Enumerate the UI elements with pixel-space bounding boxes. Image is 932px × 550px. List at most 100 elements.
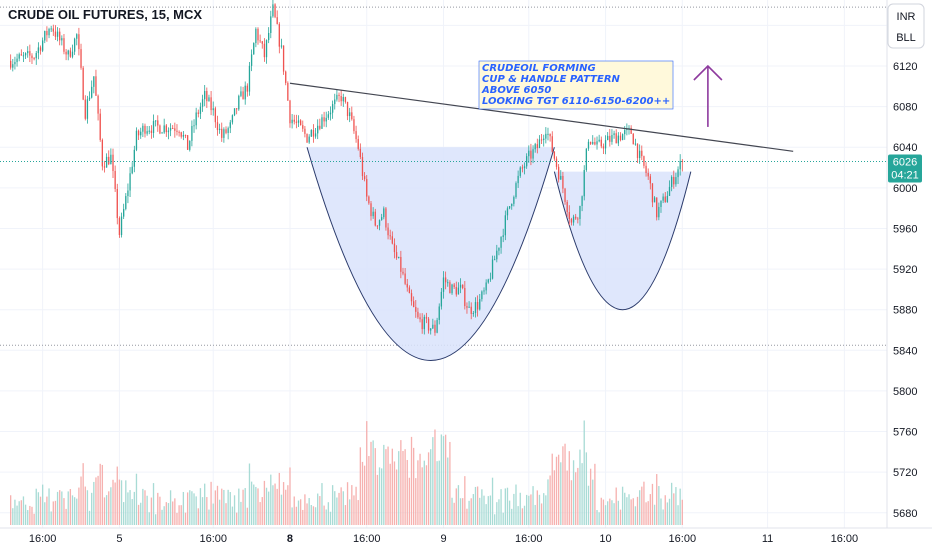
candle-body (462, 284, 464, 289)
unit-label[interactable]: BLL (896, 32, 916, 44)
candle-body (191, 125, 193, 141)
candle-body (272, 4, 274, 17)
candle-body (50, 28, 52, 30)
candle-body (125, 196, 127, 209)
candle-body (351, 112, 353, 120)
volume-bar (336, 497, 338, 525)
volume-bar (314, 507, 317, 525)
candle-body (267, 32, 270, 41)
candle-body (656, 197, 658, 218)
volume-bar (88, 510, 91, 525)
candle-body (329, 112, 332, 115)
volume-bar (359, 447, 362, 525)
candle-body (35, 53, 37, 59)
candle-body (157, 120, 159, 126)
currency-unit-frame[interactable] (887, 3, 925, 49)
volume-bar (84, 486, 86, 525)
candle-body (293, 119, 295, 122)
volume-bar (195, 496, 197, 525)
candle-body (27, 51, 29, 54)
volume-bar (231, 506, 234, 525)
volume-bar (272, 485, 274, 525)
volume-bar (543, 493, 545, 525)
volume-bar (479, 497, 481, 525)
candle-body (489, 278, 492, 280)
volume-bar (587, 485, 590, 525)
volume-bar (125, 480, 127, 525)
candle-body (289, 100, 291, 124)
volume-bar (440, 434, 443, 525)
candle-body (564, 188, 566, 202)
currency-unit-selector[interactable]: INR BLL (887, 3, 925, 49)
candle-body (525, 156, 528, 167)
volume-bar (165, 502, 167, 525)
candle-body (161, 132, 163, 134)
candle-body (112, 154, 114, 171)
volume-bar (393, 461, 396, 525)
volume-bar (447, 457, 449, 525)
target-arrow-head[interactable] (693, 64, 723, 81)
candle-body (342, 97, 344, 102)
volume-bar (639, 490, 641, 525)
candle-body (404, 273, 406, 284)
volume-bar (432, 437, 434, 525)
candle-body (133, 149, 135, 167)
volume-bar (613, 503, 615, 525)
volume-bar (52, 501, 54, 525)
candle-body (120, 216, 123, 235)
candle-body (297, 120, 300, 123)
volume-bar (602, 499, 605, 525)
volume-bar (645, 502, 647, 525)
volume-bar (321, 483, 323, 525)
volume-bar (317, 493, 319, 525)
candle-body (312, 130, 315, 137)
candle-body (568, 212, 570, 219)
candle-body (615, 133, 617, 144)
volume-bar (491, 477, 494, 525)
volume-bar (596, 510, 598, 525)
candle-body (310, 130, 312, 137)
price-badge-countdown: 04:21 (891, 169, 919, 181)
volume-bar (538, 494, 541, 525)
volume-bar (662, 509, 664, 525)
candle-body (349, 112, 351, 117)
candle-body (242, 91, 244, 100)
volume-bar (95, 477, 97, 525)
volume-bar (555, 456, 558, 525)
candle-body (137, 130, 140, 136)
candle-body (415, 306, 417, 312)
candle-body (419, 317, 421, 320)
volume-bar (598, 512, 600, 525)
candle-body (276, 17, 278, 25)
candle-body (59, 31, 61, 41)
volume-bar (255, 486, 257, 525)
volume-bar (489, 495, 492, 525)
candle-body (378, 220, 381, 226)
candle-body (325, 117, 327, 122)
annotation-note[interactable]: CRUDEOIL FORMING CUP & HANDLE PATTERN AB… (478, 60, 674, 110)
volume-bar (325, 509, 327, 525)
volume-bar (191, 491, 193, 525)
volume-bar (289, 467, 291, 525)
volume-bar (137, 504, 140, 525)
time-axis[interactable]: 16:00 5 16:00 8 16:00 9 16:00 10 16:00 11 16:00 (29, 533, 858, 545)
candle-body (430, 328, 432, 331)
volume-bar (31, 506, 33, 525)
candle-body (127, 190, 129, 197)
volume-bar (37, 492, 40, 525)
volume-bar (59, 490, 61, 525)
candle-body (20, 54, 22, 56)
candle-body (233, 108, 236, 116)
currency-label[interactable]: INR (897, 11, 916, 23)
price-tick-label: 5920 (893, 264, 917, 276)
time-tick-label: 5 (116, 533, 122, 545)
candle-body (395, 252, 398, 258)
annotation-box[interactable] (478, 60, 674, 110)
resistance-trendline[interactable] (289, 82, 794, 152)
price-axis[interactable]: 6160612060806040600059605920588058405800… (893, 20, 917, 519)
candle-body (425, 316, 428, 319)
candle-body (208, 97, 210, 102)
candle-body (647, 172, 649, 177)
volume-bar (67, 491, 69, 525)
